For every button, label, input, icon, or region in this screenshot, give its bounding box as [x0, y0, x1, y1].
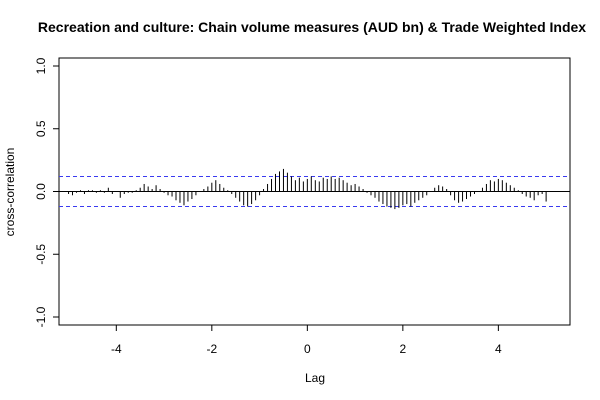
y-axis-label: cross-correlation [3, 148, 17, 237]
x-axis: -4 -2 0 2 4 [111, 325, 502, 356]
x-tick-label: 2 [400, 342, 407, 356]
y-tick-label: -0.5 [34, 244, 48, 265]
x-axis-label: Lag [305, 371, 325, 385]
x-tick-label: -2 [206, 342, 217, 356]
y-tick-label: 0.5 [34, 120, 48, 137]
y-axis: -1.0 -0.5 0.0 0.5 1.0 [34, 57, 59, 327]
x-tick-label: -4 [111, 342, 122, 356]
x-tick-label: 4 [495, 342, 502, 356]
bars-group [68, 168, 547, 210]
x-tick-label: 0 [304, 342, 311, 356]
y-tick-label: -1.0 [34, 306, 48, 327]
y-tick-label: 0.0 [34, 183, 48, 200]
chart-title: Recreation and culture: Chain volume mea… [38, 19, 586, 35]
y-tick-label: 1.0 [34, 57, 48, 74]
